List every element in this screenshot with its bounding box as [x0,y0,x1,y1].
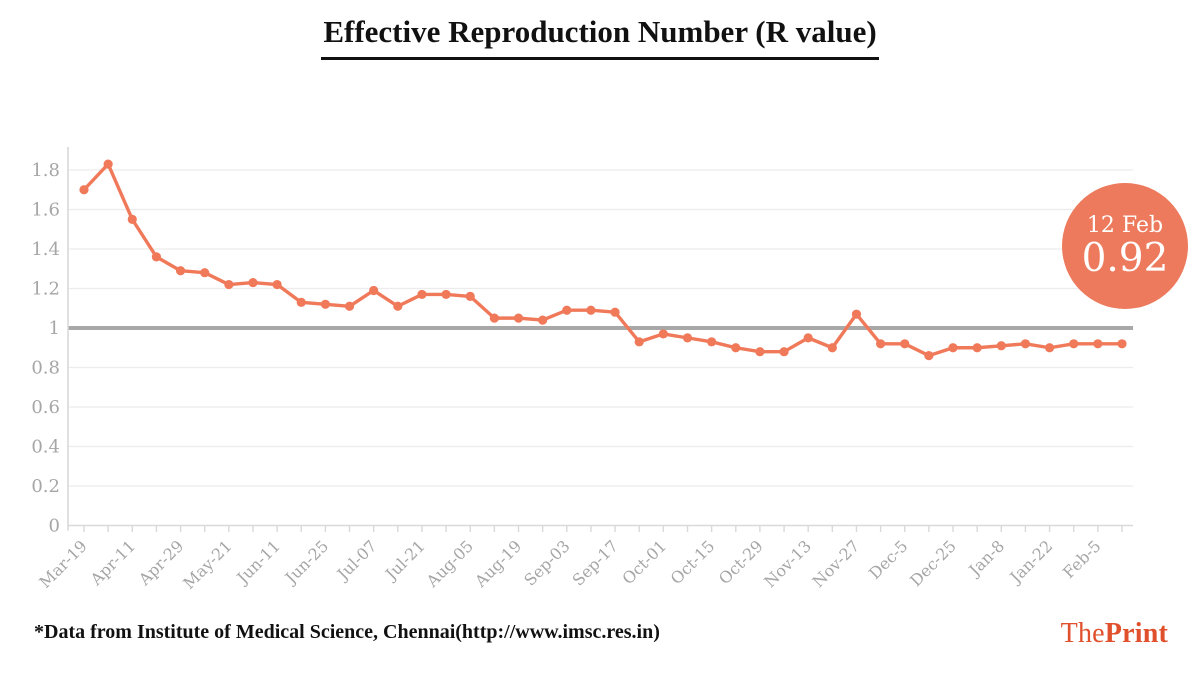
data-point [393,301,403,311]
x-axis-label: Sep-03 [520,536,573,589]
data-point [127,214,137,224]
data-point [707,337,717,347]
data-point [513,313,524,323]
y-axis-label: 0 [49,516,60,537]
data-point [803,333,813,343]
x-axis-label: Nov-27 [809,536,864,591]
x-axis-label: Oct-29 [715,536,767,588]
x-axis-label: Jul-07 [332,536,381,585]
data-point [248,277,258,288]
y-axis-label: 0.6 [31,397,60,418]
theprint-logo: ThePrint [1061,618,1168,650]
data-point [1093,339,1103,349]
data-point [924,351,934,361]
data-point [296,297,306,307]
brand-print: Print [1104,618,1168,649]
source-note: *Data from Institute of Medical Science,… [34,621,660,643]
brand-the: The [1060,618,1105,649]
x-axis-label: Jun-11 [232,536,284,588]
data-point [755,347,765,357]
data-point [1044,343,1055,353]
title-container: Effective Reproduction Number (R value) [0,14,1200,60]
data-point [417,289,427,300]
data-point [1117,339,1127,349]
data-point [79,185,89,195]
data-point [224,279,234,290]
data-point [610,307,620,317]
data-point [731,343,741,353]
data-point [876,339,886,349]
data-point [658,329,668,339]
x-axis-label: Mar-19 [35,536,90,591]
data-point [369,285,379,296]
data-point [827,343,837,353]
x-axis-label: Oct-15 [667,536,719,588]
data-point [320,299,330,309]
data-point [489,313,499,323]
x-axis-label: Sep-17 [569,536,622,589]
data-point [972,343,982,353]
data-point [175,266,186,276]
x-axis-label: Aug-05 [422,536,477,591]
latest-value-badge: 12 Feb 0.92 [1062,183,1188,309]
data-point [851,309,862,319]
y-axis-label: 1.4 [31,239,60,260]
y-axis-label: 0.2 [31,476,60,497]
data-point [1020,339,1031,349]
y-axis-label: 1.6 [31,200,60,221]
data-point [996,341,1006,351]
y-axis-label: 0.4 [31,437,60,458]
badge-value: 0.92 [1081,236,1169,282]
data-point [272,279,282,290]
x-axis-label: Oct-01 [618,536,670,588]
data-point [465,291,475,301]
x-axis-label: Nov-13 [760,536,815,591]
y-axis-labels: 0 0.2 0.4 0.6 0.8 1 1.2 1.4 1.6 1.8 [31,160,60,537]
data-point [948,343,958,353]
data-point [538,315,548,325]
y-axis-label: 0.8 [31,358,60,379]
data-point [682,333,693,343]
x-axis-label: Jun-25 [280,536,332,588]
x-axis-label: Jan-8 [964,536,1008,580]
data-point [441,289,451,300]
data-point [344,301,355,311]
x-axis-label: Jan-22 [1005,536,1057,588]
badge-date: 12 Feb [1086,212,1164,238]
x-axis-label: Dec-5 [865,536,912,583]
x-ticks [83,525,1123,532]
data-point [103,159,113,169]
data-points [79,159,1127,361]
page-title: Effective Reproduction Number (R value) [321,14,879,60]
data-point [586,305,596,315]
y-axis-label: 1 [49,318,60,339]
x-axis-label: Apr-29 [134,536,187,589]
y-axis-label: 1.8 [31,160,60,181]
x-axis-label: Jul-21 [380,536,429,585]
data-point [151,252,162,262]
x-axis-label: Dec-25 [906,536,960,590]
x-axis-label: May-21 [179,536,235,592]
data-point [900,339,910,349]
data-point [634,337,644,347]
x-axis-label: Aug-19 [470,536,525,591]
y-axis-label: 1.2 [31,279,60,300]
data-point [1069,339,1079,349]
data-point [562,305,572,315]
data-point [779,347,789,357]
data-point [200,268,210,278]
x-axis-label: Feb-5 [1059,536,1105,582]
x-axis-label: Apr-11 [86,536,139,589]
